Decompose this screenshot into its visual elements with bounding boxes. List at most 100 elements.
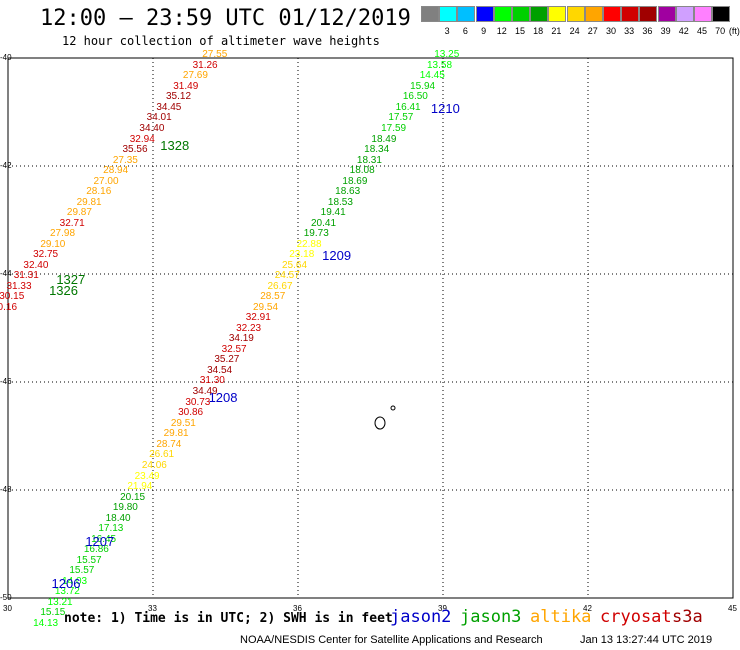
lon-tick-label: 42 (583, 604, 592, 613)
wave-height-value: 35.27 (214, 354, 240, 366)
legend-item-altika: altika (530, 607, 592, 627)
color-scale-label: 33 (624, 26, 635, 36)
wave-height-value: 26.61 (149, 449, 175, 461)
wave-height-value: 27.00 (93, 175, 119, 187)
color-scale-label: 27 (587, 26, 598, 36)
lon-tick-label: 39 (438, 604, 447, 613)
wave-height-value: 29.87 (66, 206, 92, 218)
lat-tick-label: -42 (0, 161, 12, 170)
wave-height-value: 27.98 (50, 228, 76, 240)
wave-height-value: 13.72 (54, 586, 80, 598)
lat-tick-label: -44 (0, 269, 12, 278)
wave-height-value: 15.57 (69, 565, 95, 576)
wave-height-value: 31.30 (199, 375, 225, 387)
wave-height-value: 16.41 (395, 101, 421, 113)
legend-item-s3a: s3a (672, 607, 703, 627)
wave-height-value: 27.69 (182, 70, 208, 82)
wave-height-value: 16.45 (91, 533, 117, 545)
wave-height-value: 28.57 (260, 291, 286, 303)
wave-height-value: 16.86 (83, 543, 109, 555)
footer-credit: NOAA/NESDIS Center for Satellite Applica… (240, 634, 543, 646)
wave-height-value: 14.13 (33, 617, 59, 629)
color-scale-swatch (712, 6, 731, 22)
wave-height-value: 34.19 (228, 333, 254, 345)
wave-height-value: 29.81 (76, 196, 102, 208)
map-title: 12:00 – 23:59 UTC 01/12/2019 (40, 6, 411, 31)
color-scale-swatch (639, 6, 658, 22)
wave-height-value: 15.15 (40, 607, 66, 619)
wave-height-value: 29.10 (40, 238, 66, 250)
wave-height-value: 14.45 (419, 70, 445, 82)
pass-id-label: 1207 (85, 534, 115, 550)
wave-height-value: 32.71 (59, 217, 85, 229)
lat-tick-label: -50 (0, 593, 12, 602)
wave-height-value: 28.74 (156, 438, 182, 450)
wave-height-value: 32.91 (245, 312, 271, 324)
wave-height-value: 23.18 (289, 249, 315, 261)
wave-height-value: 34.54 (207, 365, 233, 377)
color-scale-unit: (ft) (728, 26, 740, 36)
wave-height-value: 18.63 (335, 185, 361, 197)
map-frame (7, 57, 734, 599)
wave-height-value: 14.03 (62, 575, 88, 587)
wave-height-value: 34.45 (156, 101, 182, 113)
color-scale-swatch (421, 6, 439, 22)
color-scale-swatch (621, 6, 640, 22)
color-scale-label: 9 (481, 26, 487, 36)
wave-height-value: 34.40 (139, 122, 165, 134)
wave-height-value: 18.40 (105, 512, 131, 524)
color-scale-swatch (657, 6, 676, 22)
wave-height-value: 18.49 (371, 133, 397, 145)
legend-item-jason2: jason2 (390, 607, 452, 627)
color-scale-swatch (512, 6, 530, 22)
wave-height-value: 19.41 (320, 206, 346, 218)
color-scale-swatch (475, 6, 494, 22)
color-scale-swatch (457, 6, 476, 22)
pass-id-label: 1208 (208, 390, 238, 406)
wave-height-value: 35.12 (166, 91, 192, 103)
wave-height-value: 13.25 (434, 49, 460, 61)
color-scale-swatch (439, 6, 458, 22)
color-scale-label: 15 (514, 26, 525, 36)
wave-height-value: 18.53 (327, 196, 353, 208)
wave-height-value: 31.33 (6, 280, 32, 292)
wave-height-value: 32.57 (221, 344, 247, 356)
wave-height-value: 31.49 (173, 80, 199, 92)
color-scale-swatch (694, 6, 712, 22)
wave-height-value: 18.34 (364, 143, 390, 155)
wave-height-value: 13.58 (427, 59, 453, 71)
wave-height-value: 34.49 (192, 386, 218, 398)
wave-height-value: 30.86 (178, 407, 204, 419)
wave-height-value: 16.50 (402, 91, 428, 103)
color-scale-label: 36 (642, 26, 653, 36)
wave-height-value: 27.55 (202, 49, 228, 61)
lat-tick-label: -40 (0, 53, 12, 62)
wave-height-value: 20.41 (311, 217, 337, 229)
color-scale-label: 12 (496, 26, 507, 36)
wave-height-value: 17.13 (98, 522, 124, 534)
color-scale-swatch (530, 6, 549, 22)
lon-tick-label: 30 (3, 604, 12, 613)
wave-height-value: 28.16 (86, 185, 112, 197)
lon-tick-label: 36 (293, 604, 302, 613)
map-subtitle: 12 hour collection of altimeter wave hei… (62, 34, 380, 48)
wave-height-value: 32.40 (23, 259, 49, 271)
wave-height-value: 19.73 (303, 228, 329, 240)
wave-height-value: 34.01 (146, 112, 172, 124)
wave-height-value: 28.94 (103, 164, 129, 176)
wave-height-value: 35.56 (122, 143, 148, 155)
wave-height-value: 23.49 (134, 470, 160, 482)
color-scale-swatch (584, 6, 603, 22)
wave-height-value: 15.57 (76, 554, 102, 566)
footer-timestamp: Jan 13 13:27:44 UTC 2019 (580, 634, 713, 646)
pass-id-label: 1327 (56, 272, 86, 288)
pass-id-label: 1209 (322, 248, 352, 264)
wave-height-value: 29.81 (163, 428, 189, 440)
color-scale-label: 45 (696, 26, 707, 36)
color-scale-label: 42 (678, 26, 689, 36)
wave-height-value: 19.80 (112, 501, 138, 513)
island-shape (374, 416, 386, 430)
color-scale-swatch (603, 6, 621, 22)
wave-height-value: 25.64 (282, 259, 308, 271)
